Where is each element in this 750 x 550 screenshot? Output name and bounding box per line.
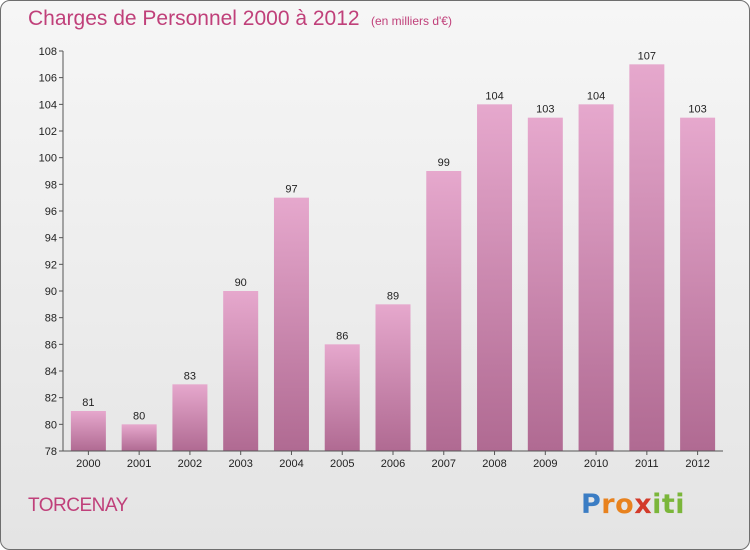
x-tick-label-2003: 2003 bbox=[228, 458, 252, 470]
logo-letter-r: r bbox=[601, 489, 616, 520]
bar-2000 bbox=[70, 411, 106, 451]
x-tick-label-2009: 2009 bbox=[533, 458, 557, 470]
data-label-2010: 104 bbox=[587, 90, 605, 102]
x-tick-label-2000: 2000 bbox=[76, 458, 100, 470]
y-tick-label: 102 bbox=[39, 126, 57, 138]
y-tick-label: 98 bbox=[45, 179, 57, 191]
y-tick-label: 80 bbox=[45, 419, 57, 431]
bar-2010 bbox=[578, 104, 614, 451]
logo-letter-i: i bbox=[652, 489, 662, 520]
bar-2008 bbox=[477, 104, 513, 451]
chart-subtitle: (en milliers d'€) bbox=[371, 14, 452, 28]
bar-2002 bbox=[172, 384, 208, 451]
bars-group: 81 80 83 90 97 86 89 99 104 103 104 107 103 bbox=[70, 50, 716, 452]
bar-2001 bbox=[121, 424, 157, 451]
y-tick-label: 104 bbox=[39, 99, 57, 111]
y-tick-label: 90 bbox=[45, 286, 57, 298]
data-label-2002: 83 bbox=[184, 370, 196, 382]
commune-name: TORCENAY bbox=[28, 495, 128, 516]
chart-title: Charges de Personnel 2000 à 2012 bbox=[28, 7, 360, 30]
y-tick-label: 84 bbox=[45, 366, 57, 378]
y-tick-label: 94 bbox=[45, 233, 57, 245]
x-tick-label-2004: 2004 bbox=[279, 458, 303, 470]
x-tick-label-2005: 2005 bbox=[330, 458, 354, 470]
y-tick-label: 100 bbox=[39, 153, 57, 165]
data-label-2008: 104 bbox=[485, 90, 503, 102]
bar-2009 bbox=[527, 117, 563, 452]
y-axis: 78 80 82 84 86 88 90 92 94 96 98 100 102 104 106 108 bbox=[39, 46, 64, 458]
x-axis: 2000 2001 2002 2003 2004 2005 2006 2007 2008 2009… bbox=[63, 450, 723, 470]
x-tick-label-2011: 2011 bbox=[635, 458, 659, 470]
data-label-2007: 99 bbox=[438, 157, 450, 169]
x-tick-label-2006: 2006 bbox=[381, 458, 405, 470]
y-tick-label: 88 bbox=[45, 313, 57, 325]
data-label-2011: 107 bbox=[638, 50, 656, 62]
y-tick-label: 86 bbox=[45, 339, 57, 351]
bar-2006 bbox=[375, 304, 411, 451]
bar-2012 bbox=[680, 117, 716, 452]
data-label-2006: 89 bbox=[387, 290, 399, 302]
y-tick-label: 96 bbox=[45, 206, 57, 218]
data-label-2000: 81 bbox=[82, 397, 94, 409]
bar-2011 bbox=[629, 64, 665, 452]
bar-2004 bbox=[273, 197, 309, 451]
data-label-2012: 103 bbox=[688, 104, 706, 116]
logo-letter-p: P bbox=[581, 489, 602, 520]
logo-letter-o: o bbox=[615, 489, 635, 520]
x-tick-label-2002: 2002 bbox=[178, 458, 202, 470]
x-tick-label-2007: 2007 bbox=[432, 458, 456, 470]
bar-2007 bbox=[426, 171, 462, 451]
data-label-2004: 97 bbox=[285, 184, 297, 196]
y-tick-label: 106 bbox=[39, 73, 57, 85]
y-tick-label: 78 bbox=[45, 446, 57, 458]
x-tick-label-2010: 2010 bbox=[584, 458, 608, 470]
bar-2005 bbox=[324, 344, 360, 451]
y-tick-label: 92 bbox=[45, 259, 57, 271]
logo-letters-ti: ti bbox=[661, 489, 686, 520]
x-tick-label-2008: 2008 bbox=[482, 458, 506, 470]
bar-2003 bbox=[223, 291, 259, 451]
data-label-2003: 90 bbox=[235, 277, 247, 289]
logo-letter-x: x bbox=[634, 489, 653, 520]
data-label-2005: 86 bbox=[336, 330, 348, 342]
y-tick-label: 108 bbox=[39, 46, 57, 58]
x-tick-label-2012: 2012 bbox=[685, 458, 709, 470]
x-tick-label-2001: 2001 bbox=[127, 458, 151, 470]
data-label-2009: 103 bbox=[536, 104, 554, 116]
data-label-2001: 80 bbox=[133, 410, 145, 422]
proxiti-logo: Proxiti bbox=[581, 489, 685, 520]
y-tick-label: 82 bbox=[45, 393, 57, 405]
